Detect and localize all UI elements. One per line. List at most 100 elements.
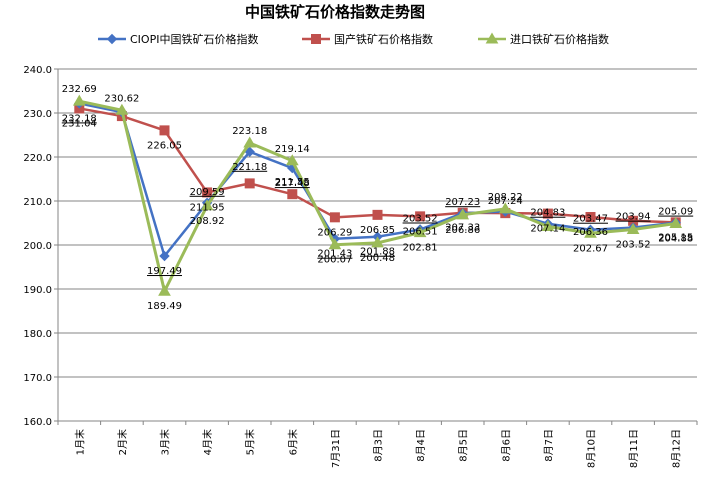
data-label: 201.43 [317,249,352,260]
data-point-square [202,187,213,198]
data-label: 200.07 [317,255,352,266]
data-label: 206.36 [573,227,608,238]
legend-entry: CIOPI中国铁矿石价格指数 [130,32,258,46]
data-point-square [287,189,298,200]
data-point-triangle [584,226,597,238]
x-tick-label: 8月6日 [500,429,512,462]
data-point-square [244,178,255,189]
data-point-triangle [485,32,499,44]
data-label: 203.52 [616,240,651,251]
data-label: 208.22 [488,192,523,203]
y-tick-label: 180.0 [23,329,52,340]
data-point-triangle [413,226,427,238]
y-tick-label: 190.0 [23,285,52,296]
legend-entry: 国产铁矿石价格指数 [334,32,433,46]
chart-title: 中国铁矿石价格指数走势图 [245,3,425,21]
series-2 [72,94,683,296]
data-label: 202.81 [403,243,438,254]
x-tick-label: 8月5日 [458,429,470,462]
data-label: 207.24 [488,196,523,207]
data-point-triangle [158,284,171,296]
data-label: 203.47 [573,214,608,225]
x-tick-label: 7月31日 [330,429,342,468]
data-label: 203.52 [403,214,438,225]
data-label: 221.18 [232,162,267,173]
data-label: 230.62 [104,93,139,104]
y-tick-label: 170.0 [23,373,52,384]
data-label: 201.88 [360,247,395,258]
x-tick-label: 8月10日 [586,429,598,468]
legend-entry: 进口铁矿石价格指数 [510,32,609,46]
data-label: 207.14 [530,224,565,235]
data-label: 211.55 [275,177,310,188]
data-label: 206.29 [317,227,352,238]
data-point-square [311,34,321,44]
data-point-triangle [498,202,512,214]
data-point-diamond [159,250,170,262]
x-tick-label: 8月7日 [543,429,555,462]
data-label: 208.92 [190,216,225,227]
data-point-square [415,211,426,222]
data-point-square [542,208,553,219]
y-tick-label: 200.0 [23,241,52,252]
data-label: 206.86 [445,225,480,236]
data-point-triangle [456,208,470,220]
data-label: 226.05 [147,140,182,151]
data-point-triangle [541,220,555,232]
data-label: 206.51 [403,226,438,237]
data-label: 197.49 [147,266,182,277]
data-label: 207.23 [445,197,480,208]
y-tick-label: 240.0 [23,65,52,76]
x-tick-label: 3月末 [159,429,172,455]
x-axis: 1月末 2月末 3月末 4月末 5月末 6月末 7月31日 8月3日 8月4日 8月5日 8月6日 8… [57,420,698,468]
data-label: 209.59 [190,187,225,198]
data-label: 204.88 [658,234,693,245]
data-label: 232.18 [62,113,97,124]
data-point-square [372,209,383,220]
data-point-triangle [626,223,640,235]
data-point-square [159,125,170,136]
data-label: 204.83 [530,208,565,219]
data-point-triangle [243,136,257,148]
data-point-diamond [244,146,255,158]
data-label: 232.69 [62,84,97,95]
data-point-triangle [285,154,299,166]
data-label: 203.94 [616,212,651,223]
series-1 [74,103,681,228]
data-label: 205.15 [658,232,693,243]
data-label: 189.49 [147,301,182,312]
x-tick-label: 5月末 [244,429,257,455]
x-tick-label: 6月末 [286,429,299,455]
x-tick-label: 8月4日 [415,429,427,462]
series-layer [72,94,683,296]
data-point-triangle [328,238,342,250]
data-point-square [329,212,340,223]
y-tick-label: 220.0 [23,153,52,164]
data-labels: 232.18 197.49 209.59 221.18 217.48 201.43 201.… [62,84,693,312]
data-point-triangle [72,94,86,106]
y-axis: 160.0 170.0 180.0 190.0 200.0 210.0 220.0 230.0… [23,65,59,428]
data-point-triangle [200,199,214,211]
x-tick-label: 1月末 [73,429,86,455]
x-tick-label: 4月末 [201,429,214,455]
x-tick-label: 8月3日 [373,429,385,462]
y-tick-label: 230.0 [23,109,52,120]
data-point-square [585,212,596,223]
data-label: 217.48 [275,178,310,189]
y-tick-label: 160.0 [23,417,52,428]
data-point-triangle [669,217,683,229]
data-label: 231.04 [62,118,97,129]
data-label: 207.33 [445,223,480,234]
y-tick-label: 210.0 [23,197,52,208]
data-label: 200.48 [360,253,395,264]
x-tick-label: 2月末 [116,429,129,455]
x-tick-label: 8月11日 [628,429,640,468]
data-label: 219.14 [275,144,310,155]
data-label: 211.95 [190,202,225,213]
data-point-diamond [106,33,118,45]
data-label: 223.18 [232,126,267,137]
data-label: 202.67 [573,243,608,254]
x-tick-label: 8月12日 [671,429,683,468]
data-point-triangle [115,103,129,115]
